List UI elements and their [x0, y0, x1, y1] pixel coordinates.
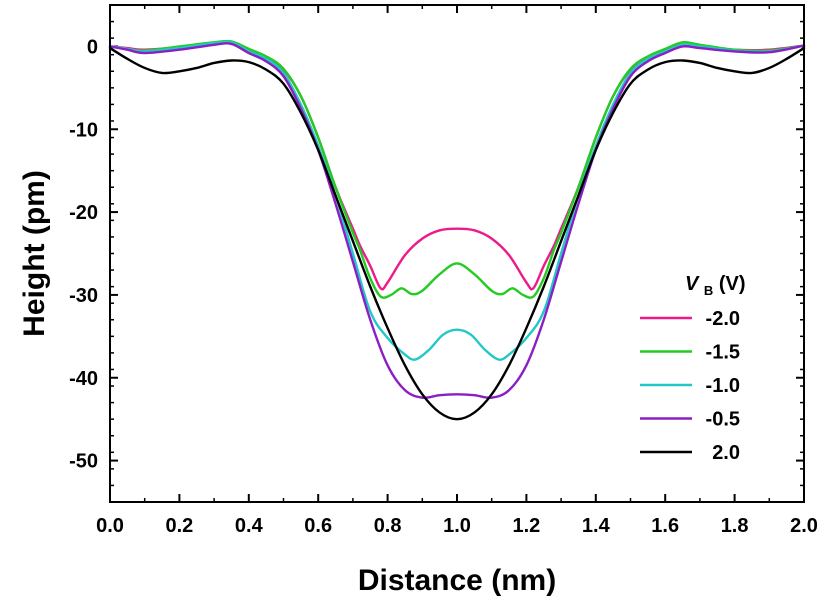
x-tick-label: 2.0 — [790, 515, 818, 537]
x-tick-labels: 0.0 0.2 0.4 0.6 0.8 1.0 1.2 1.4 1.6 1.8 2.0 — [96, 515, 818, 537]
series-line — [108, 46, 806, 421]
legend-label: -1.5 — [706, 342, 740, 364]
y-tick-label: -50 — [69, 451, 98, 473]
y-tick-labels: 0 -10 -20 -30 -40 -50 — [69, 36, 98, 472]
x-tick-label: 1.6 — [651, 515, 679, 537]
series-line — [108, 40, 806, 291]
legend-label: -1.0 — [706, 375, 740, 397]
series-line — [108, 39, 806, 299]
x-axis-title: Distance (nm) — [358, 564, 556, 597]
x-tick-label: 0.0 — [96, 515, 124, 537]
x-tick-label: 1.0 — [443, 515, 471, 537]
tick-marks — [109, 4, 805, 503]
plot-frame — [109, 4, 805, 503]
legend-items: -2.0 -1.5 -1.0 -0.5 2.0 — [640, 308, 740, 464]
y-tick-label: 0 — [87, 36, 98, 58]
legend-label: -0.5 — [706, 409, 740, 431]
y-tick-label: -30 — [69, 285, 98, 307]
legend-title-unit: (V) — [719, 273, 746, 295]
legend-title-main: V — [685, 273, 700, 295]
x-tick-label: 1.8 — [721, 515, 749, 537]
legend-title: V B (V) — [685, 273, 746, 300]
y-tick-label: -20 — [69, 202, 98, 224]
legend: V B (V) -2.0 -1.5 -1.0 -0.5 2.0 — [640, 273, 746, 464]
x-tick-label: 1.2 — [512, 515, 540, 537]
legend-label: -2.0 — [706, 308, 740, 330]
series-lines — [108, 39, 806, 421]
x-tick-label: 0.2 — [165, 515, 193, 537]
x-tick-label: 0.4 — [235, 515, 264, 537]
x-tick-label: 0.6 — [304, 515, 332, 537]
y-axis-title: Height (pm) — [18, 170, 51, 337]
series-line — [108, 42, 806, 399]
y-tick-label: -40 — [69, 368, 98, 390]
legend-title-sub: B — [704, 283, 713, 298]
x-tick-label: 0.8 — [374, 515, 402, 537]
legend-label: 2.0 — [712, 442, 740, 464]
series-line — [108, 40, 806, 361]
x-tick-label: 1.4 — [582, 515, 611, 537]
y-tick-label: -10 — [69, 119, 98, 141]
